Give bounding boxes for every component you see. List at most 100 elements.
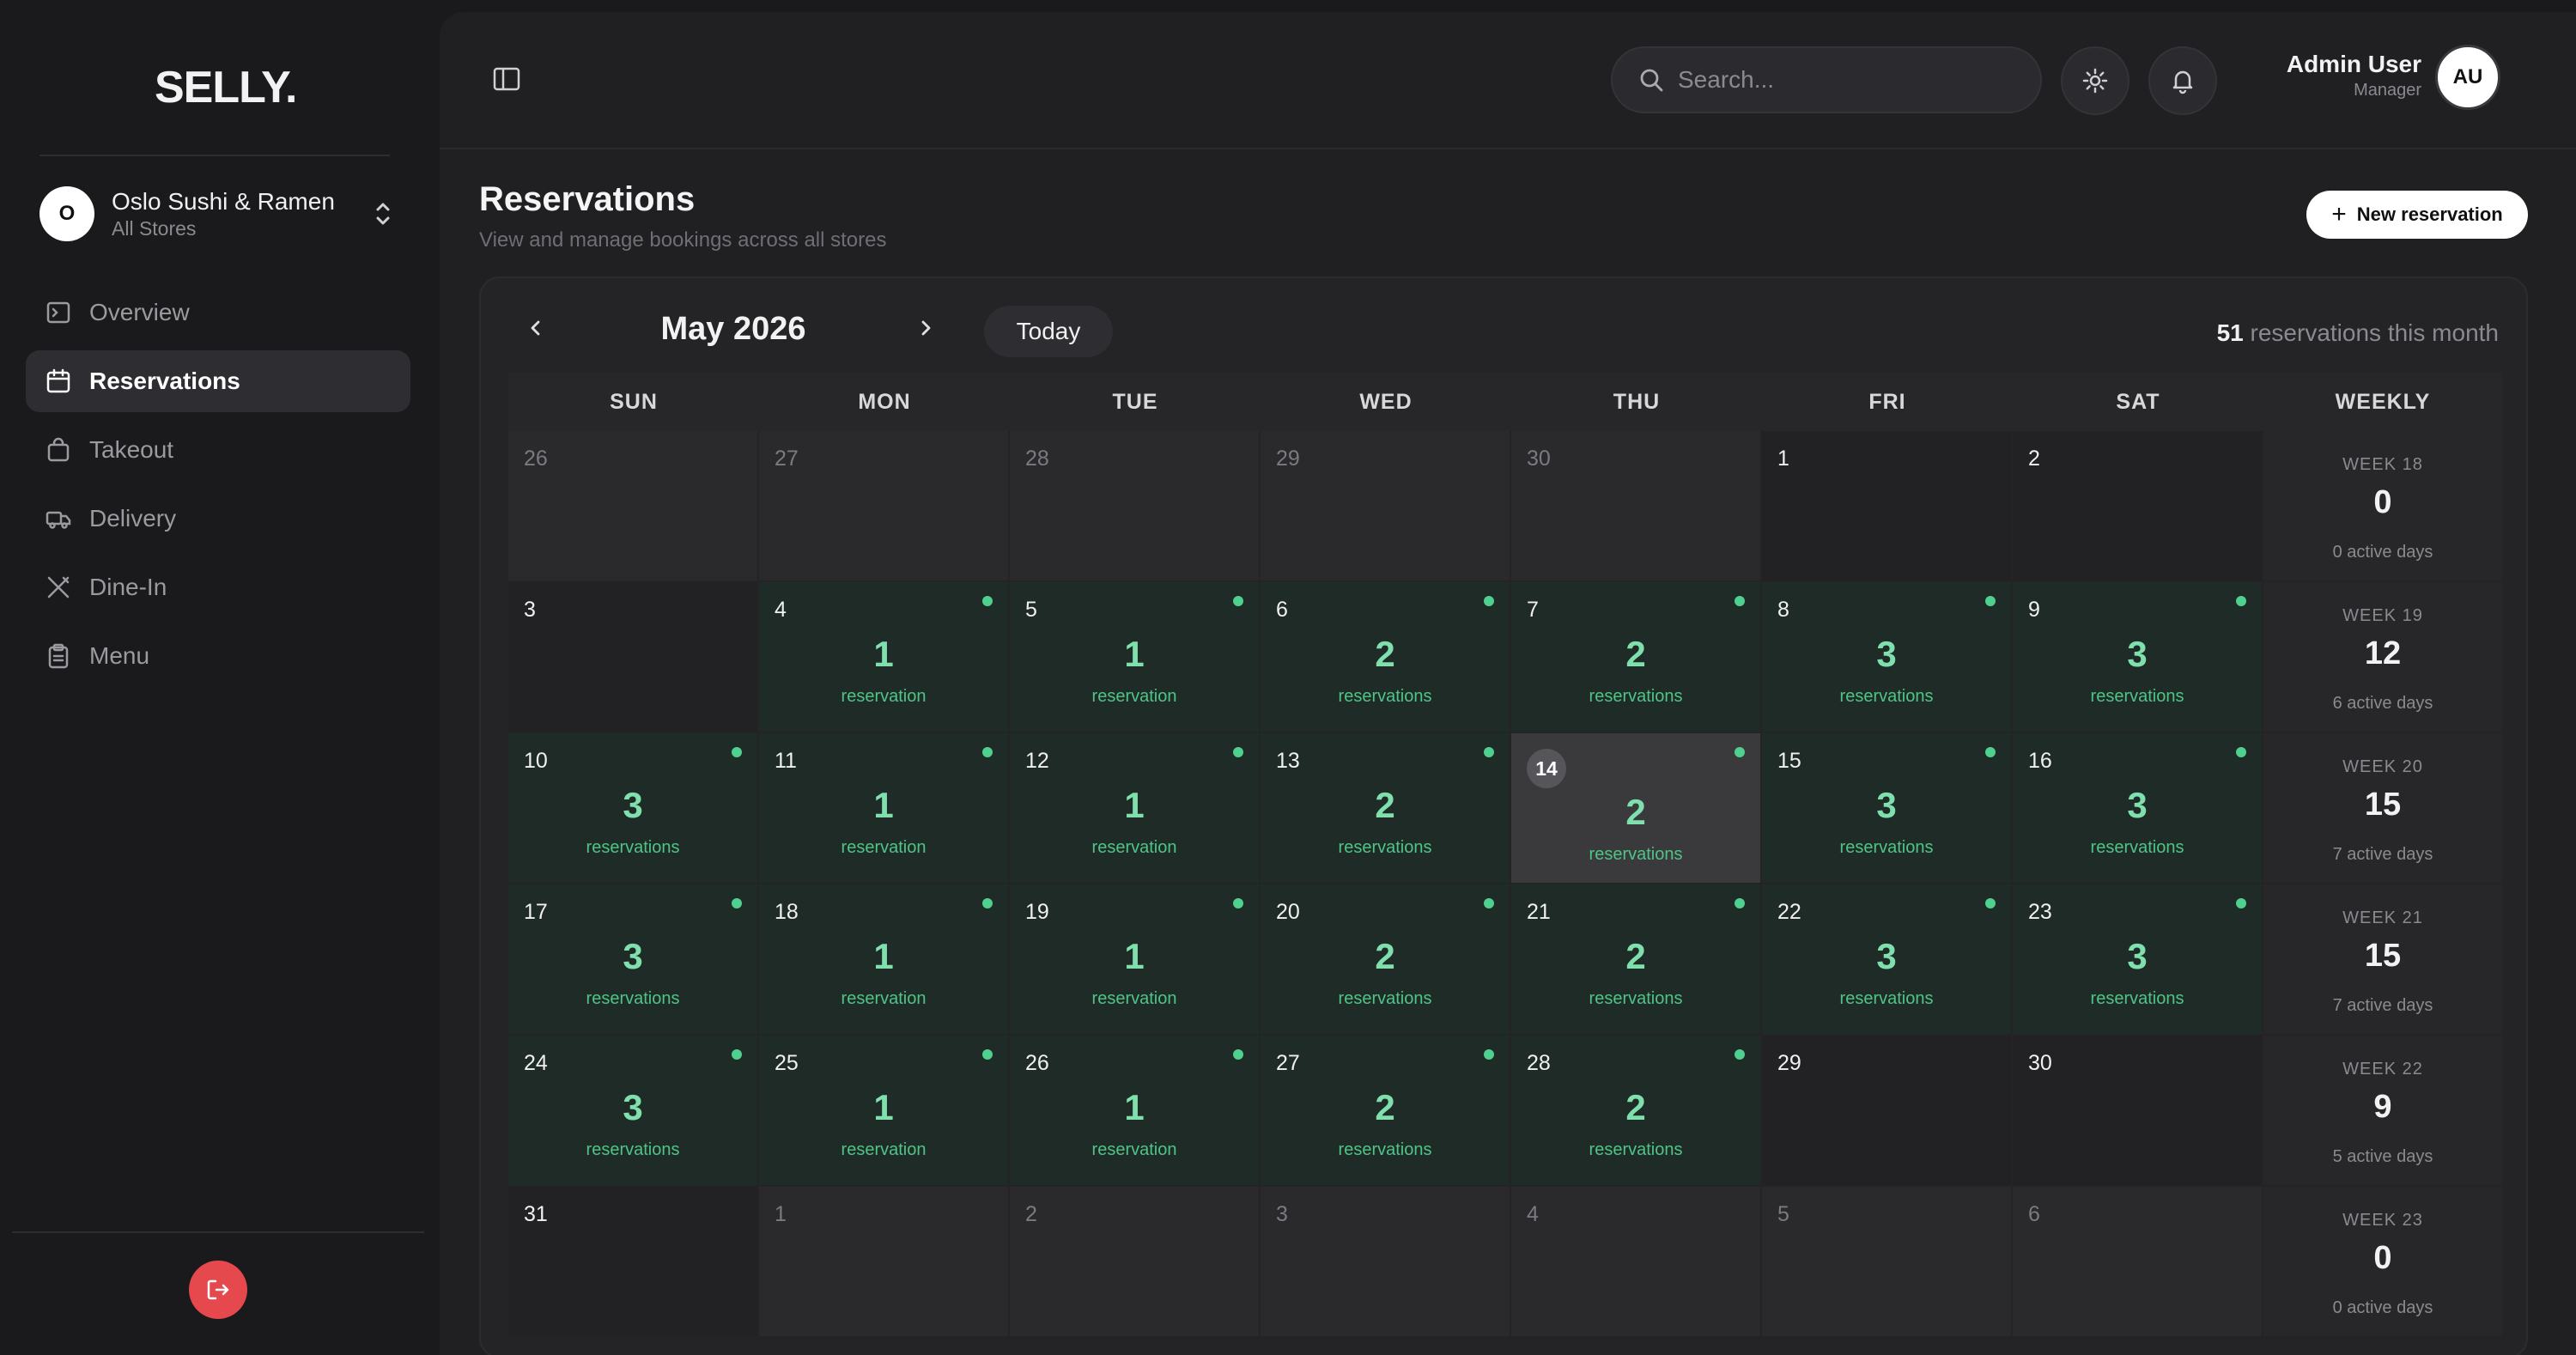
calendar-day-cell[interactable]: 6 [2013, 1187, 2263, 1338]
sidebar-item-label: Dine-In [89, 574, 167, 600]
calendar-day-cell[interactable]: 30 [1511, 431, 1762, 582]
calendar-day-cell[interactable]: 3 [1261, 1187, 1511, 1338]
week-row: 31 1 2 3 4 5 6 WEEK 23 0 0 active days [508, 1187, 2502, 1338]
day-number: 25 [775, 1051, 799, 1075]
sidebar-item-takeout[interactable]: Takeout [26, 419, 410, 481]
clipboard-icon [45, 642, 72, 670]
calendar-toolbar: May 2026 Today 51 reservations this mont… [481, 278, 2526, 373]
sidebar-panel-icon [493, 67, 520, 91]
calendar-day-cell[interactable]: 29 [1261, 431, 1511, 582]
status-dot [732, 747, 742, 757]
calendar-day-cell[interactable]: 1 [759, 1187, 1010, 1338]
sidebar-item-label: Menu [89, 642, 150, 669]
calendar-day-cell[interactable]: 28 2 reservations [1511, 1036, 1762, 1187]
calendar-day-cell[interactable]: 13 2 reservations [1261, 733, 1511, 884]
next-month-button[interactable] [905, 307, 946, 349]
status-dot [1233, 596, 1243, 606]
sidebar-item-dine-in[interactable]: Dine-In [26, 556, 410, 618]
overview-icon [45, 299, 72, 326]
calendar-day-cell[interactable]: 29 [1762, 1036, 2013, 1187]
day-number: 30 [2028, 1051, 2052, 1075]
calendar-icon [45, 368, 72, 395]
plus-icon: + [2331, 200, 2347, 228]
calendar-day-cell[interactable]: 24 3 reservations [508, 1036, 759, 1187]
sidebar-item-overview[interactable]: Overview [26, 282, 410, 343]
calendar-day-cell[interactable]: 17 3 reservations [508, 884, 759, 1036]
reservation-count-label: reservation [1091, 687, 1177, 706]
calendar-day-cell[interactable]: 28 [1010, 431, 1261, 582]
prev-month-button[interactable] [515, 307, 556, 349]
calendar-day-cell[interactable]: 5 [1762, 1187, 2013, 1338]
search-box[interactable] [1611, 46, 2042, 113]
week-label: WEEK 23 [2342, 1211, 2423, 1230]
search-input[interactable] [1678, 66, 2021, 94]
weekly-summary-cell: WEEK 22 9 5 active days [2263, 1036, 2502, 1187]
calendar-day-cell[interactable]: 12 1 reservation [1010, 733, 1261, 884]
status-dot [2236, 747, 2246, 757]
calendar-day-cell[interactable]: 7 2 reservations [1511, 582, 1762, 733]
sidebar-toggle-button[interactable] [491, 64, 522, 94]
today-button[interactable]: Today [984, 306, 1113, 357]
calendar-grid: SUN MON TUE WED THU FRI SAT WEEKLY 26 27 28 29 30 1 2… [508, 373, 2502, 1338]
calendar-day-cell[interactable]: 22 3 reservations [1762, 884, 2013, 1036]
calendar-day-cell[interactable]: 11 1 reservation [759, 733, 1010, 884]
brand-logo[interactable]: SELLY. [155, 63, 297, 112]
day-number: 6 [2028, 1202, 2040, 1226]
calendar-day-cell[interactable]: 20 2 reservations [1261, 884, 1511, 1036]
week-total: 15 [2364, 787, 2402, 823]
sidebar: SELLY. O Oslo Sushi & Ramen All Stores O… [0, 0, 438, 1355]
day-number: 12 [1025, 749, 1049, 773]
calendar-day-cell[interactable]: 18 1 reservation [759, 884, 1010, 1036]
store-avatar: O [39, 186, 94, 241]
sidebar-item-menu[interactable]: Menu [26, 625, 410, 687]
calendar-day-cell[interactable]: 2 [2013, 431, 2263, 582]
reservation-count-label: reservation [841, 838, 927, 857]
calendar-day-cell[interactable]: 9 3 reservations [2013, 582, 2263, 733]
day-number: 4 [775, 598, 787, 622]
day-number: 5 [1025, 598, 1037, 622]
calendar-day-cell[interactable]: 19 1 reservation [1010, 884, 1261, 1036]
calendar-day-cell[interactable]: 14 2 reservations [1511, 733, 1762, 884]
today-date-badge: 14 [1527, 749, 1566, 788]
calendar-day-cell[interactable]: 23 3 reservations [2013, 884, 2263, 1036]
status-dot [1484, 1049, 1494, 1060]
calendar-day-cell[interactable]: 15 3 reservations [1762, 733, 2013, 884]
calendar-day-cell[interactable]: 4 [1511, 1187, 1762, 1338]
calendar-day-cell[interactable]: 8 3 reservations [1762, 582, 2013, 733]
calendar-day-cell[interactable]: 5 1 reservation [1010, 582, 1261, 733]
day-number: 2 [2028, 447, 2040, 471]
sidebar-item-reservations[interactable]: Reservations [26, 350, 410, 412]
sidebar-item-delivery[interactable]: Delivery [26, 488, 410, 550]
calendar-day-cell[interactable]: 25 1 reservation [759, 1036, 1010, 1187]
calendar-day-cell[interactable]: 21 2 reservations [1511, 884, 1762, 1036]
theme-toggle-button[interactable] [2061, 46, 2129, 115]
calendar-day-cell[interactable]: 26 1 reservation [1010, 1036, 1261, 1187]
calendar-day-cell[interactable]: 26 [508, 431, 759, 582]
calendar-day-cell[interactable]: 10 3 reservations [508, 733, 759, 884]
store-switcher[interactable]: O Oslo Sushi & Ramen All Stores [39, 182, 400, 246]
calendar-day-cell[interactable]: 27 [759, 431, 1010, 582]
calendar-day-cell[interactable]: 6 2 reservations [1261, 582, 1511, 733]
calendar-day-cell[interactable]: 2 [1010, 1187, 1261, 1338]
notifications-button[interactable] [2148, 46, 2217, 115]
week-row: 24 3 reservations 25 1 reservation 26 1 reservat… [508, 1036, 2502, 1187]
new-reservation-button[interactable]: + New reservation [2306, 191, 2528, 239]
calendar-day-cell[interactable]: 1 [1762, 431, 2013, 582]
search-icon [1640, 69, 1663, 92]
calendar-day-cell[interactable]: 31 [508, 1187, 759, 1338]
page-title: Reservations [479, 180, 696, 218]
reservation-count-label: reservation [1091, 1140, 1177, 1159]
reservation-count: 3 [1876, 634, 1897, 674]
day-number: 2 [1025, 1202, 1037, 1226]
calendar-day-cell[interactable]: 3 [508, 582, 759, 733]
logout-button[interactable] [189, 1261, 247, 1319]
calendar-day-cell[interactable]: 30 [2013, 1036, 2263, 1187]
reservation-count-label: reservations [586, 989, 680, 1008]
calendar-day-cell[interactable]: 4 1 reservation [759, 582, 1010, 733]
reservation-count: 2 [1625, 792, 1646, 832]
reservation-count: 3 [623, 1087, 643, 1127]
calendar-day-cell[interactable]: 27 2 reservations [1261, 1036, 1511, 1187]
user-avatar[interactable]: AU [2435, 45, 2500, 110]
reservation-count-label: reservations [1589, 1140, 1683, 1159]
calendar-day-cell[interactable]: 16 3 reservations [2013, 733, 2263, 884]
